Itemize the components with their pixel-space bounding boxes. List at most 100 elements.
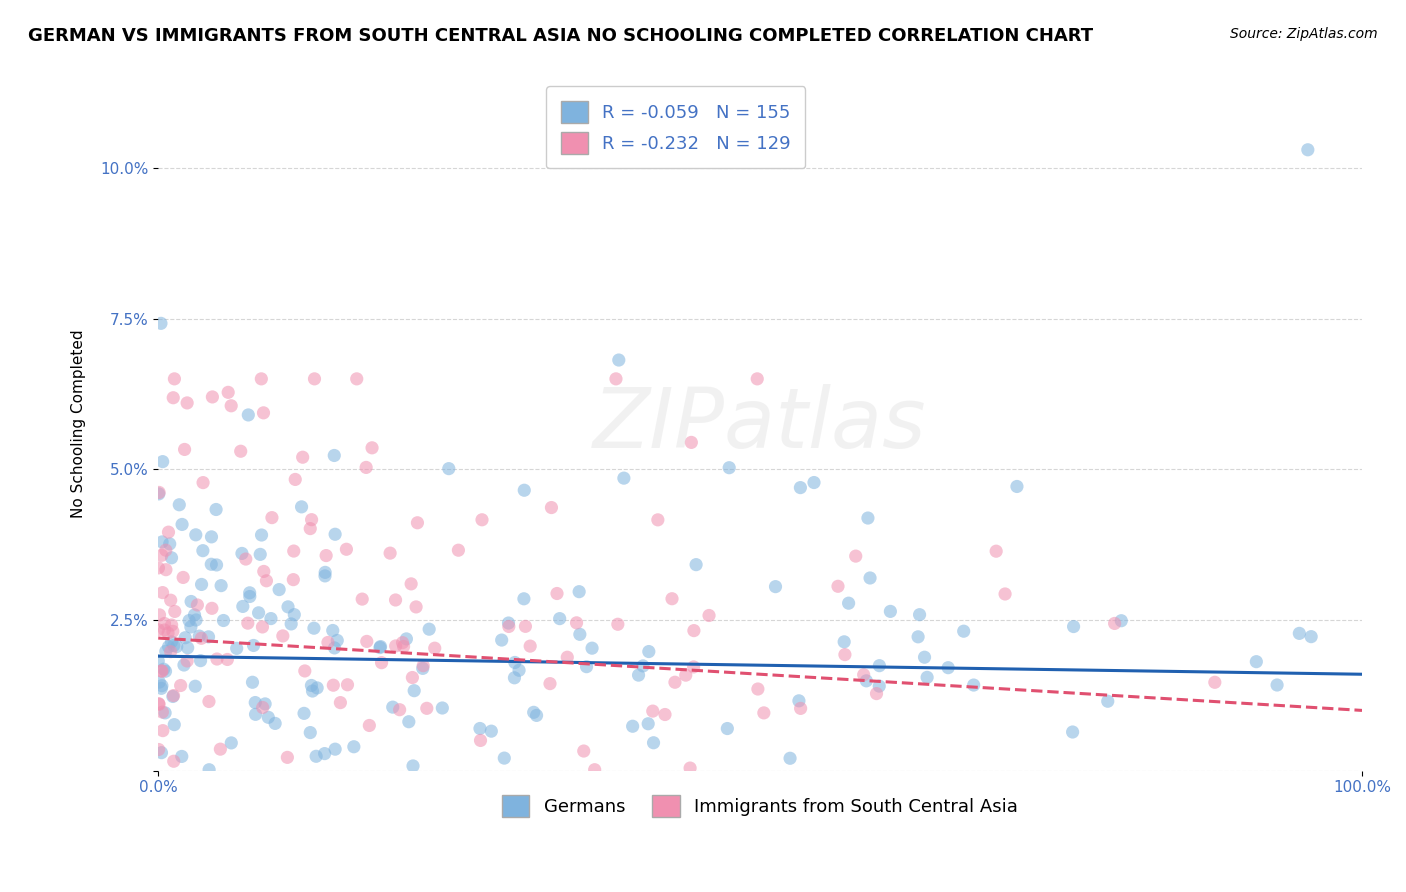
Point — [404, 683, 426, 698]
Point — [219, 736, 242, 750]
Point — [613, 471, 636, 485]
Point — [572, 744, 595, 758]
Point — [283, 544, 305, 558]
Point — [607, 353, 630, 368]
Point — [322, 678, 344, 692]
Point — [346, 372, 368, 386]
Point — [859, 571, 882, 585]
Point — [779, 751, 801, 765]
Point — [179, 614, 201, 628]
Point — [323, 449, 346, 463]
Point — [855, 673, 877, 688]
Point — [170, 749, 193, 764]
Point — [343, 739, 366, 754]
Point — [301, 684, 323, 698]
Point — [148, 623, 170, 637]
Point — [581, 641, 603, 656]
Point — [260, 510, 283, 524]
Point — [163, 717, 186, 731]
Point — [827, 579, 849, 593]
Point — [176, 654, 198, 668]
Point — [184, 679, 207, 693]
Point — [359, 718, 381, 732]
Point — [190, 632, 212, 646]
Point — [249, 548, 271, 562]
Point — [150, 681, 173, 696]
Point — [1104, 616, 1126, 631]
Point — [205, 502, 228, 516]
Point — [284, 472, 307, 486]
Point — [1062, 725, 1084, 739]
Point — [148, 485, 170, 500]
Point — [217, 385, 239, 400]
Point — [269, 582, 291, 597]
Text: ZIPatlas: ZIPatlas — [593, 384, 927, 465]
Point — [565, 615, 588, 630]
Point — [217, 652, 239, 666]
Point — [205, 652, 228, 666]
Point — [315, 549, 337, 563]
Point — [513, 591, 536, 606]
Point — [838, 596, 860, 610]
Point — [685, 558, 707, 572]
Point — [914, 650, 936, 665]
Point — [519, 639, 541, 653]
Point — [868, 658, 890, 673]
Point — [316, 635, 339, 649]
Point — [718, 460, 741, 475]
Point — [661, 591, 683, 606]
Point — [201, 601, 224, 615]
Point — [148, 654, 170, 668]
Point — [160, 550, 183, 565]
Point — [323, 527, 346, 541]
Point — [994, 587, 1017, 601]
Point — [163, 604, 186, 618]
Point — [314, 569, 336, 583]
Point — [568, 584, 591, 599]
Point — [302, 621, 325, 635]
Point — [952, 624, 974, 639]
Point — [163, 639, 186, 653]
Point — [641, 704, 664, 718]
Point — [370, 640, 392, 654]
Point — [412, 661, 434, 675]
Point — [697, 608, 720, 623]
Point — [1296, 143, 1319, 157]
Point — [159, 645, 181, 659]
Point — [148, 487, 170, 501]
Point — [401, 671, 423, 685]
Point — [252, 620, 274, 634]
Point — [205, 558, 228, 572]
Point — [188, 629, 211, 643]
Point — [789, 701, 811, 715]
Point — [180, 620, 202, 634]
Point — [546, 586, 568, 600]
Point — [447, 543, 470, 558]
Point — [232, 599, 254, 614]
Point — [150, 535, 173, 549]
Point — [682, 660, 704, 674]
Point — [155, 543, 177, 558]
Point — [149, 316, 172, 330]
Point — [163, 372, 186, 386]
Point — [664, 675, 686, 690]
Point — [148, 675, 170, 690]
Point — [370, 656, 392, 670]
Point — [260, 611, 283, 625]
Point — [392, 640, 415, 654]
Point — [679, 761, 702, 775]
Point — [498, 615, 520, 630]
Point — [283, 573, 305, 587]
Point — [1063, 619, 1085, 633]
Point — [432, 701, 454, 715]
Point — [150, 664, 173, 678]
Point — [637, 644, 659, 658]
Point — [174, 631, 197, 645]
Point — [752, 706, 775, 720]
Point — [1097, 694, 1119, 708]
Point — [508, 663, 530, 677]
Point — [305, 749, 328, 764]
Point — [423, 641, 446, 656]
Point — [384, 639, 406, 653]
Point — [150, 664, 173, 678]
